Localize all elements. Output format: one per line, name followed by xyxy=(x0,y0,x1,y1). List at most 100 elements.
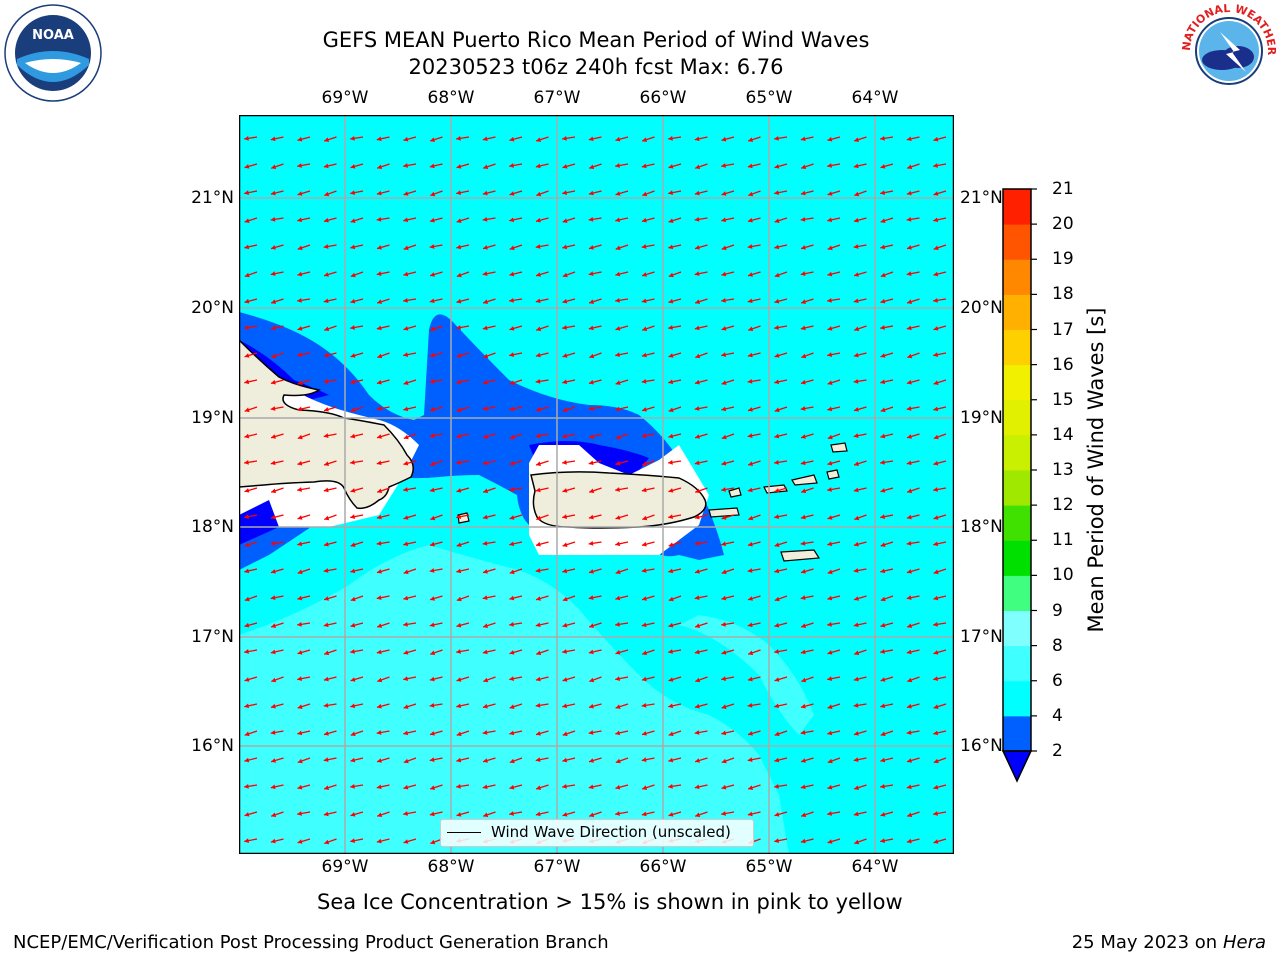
wave-arrow xyxy=(774,406,788,413)
wave-arrow xyxy=(456,459,470,465)
wave-arrow xyxy=(800,568,814,574)
wave-arrow xyxy=(827,433,841,440)
wave-arrow xyxy=(747,244,761,249)
wave-arrow xyxy=(376,460,390,466)
wave-arrow xyxy=(535,460,549,466)
wave-arrow xyxy=(747,784,761,790)
wave-arrow xyxy=(906,244,920,250)
wave-arrow xyxy=(376,244,390,250)
wave-arrow xyxy=(880,433,894,439)
wave-arrow xyxy=(694,379,708,385)
wave-arrow xyxy=(270,325,284,331)
wave-arrow xyxy=(562,325,576,330)
wave-arrow xyxy=(641,541,655,547)
wave-arrow xyxy=(482,433,496,439)
wave-arrow xyxy=(774,271,788,278)
wave-arrow xyxy=(853,406,867,412)
wave-arrow xyxy=(588,540,602,546)
sea-ice-note: Sea Ice Concentration > 15% is shown in … xyxy=(317,890,903,914)
wave-arrow xyxy=(297,757,311,764)
wave-arrow xyxy=(694,325,708,331)
wave-arrow xyxy=(853,352,867,358)
wave-arrow xyxy=(747,649,761,656)
wave-arrow xyxy=(906,379,920,385)
wave-arrow xyxy=(880,379,894,385)
wave-arrow xyxy=(535,271,549,277)
wave-arrow xyxy=(588,703,602,709)
wave-arrow xyxy=(403,757,417,764)
wave-arrow xyxy=(694,730,708,735)
wave-arrow xyxy=(403,352,417,357)
wave-arrow xyxy=(456,135,470,141)
wave-arrow xyxy=(588,136,602,142)
wave-arrow xyxy=(376,622,390,628)
wave-arrow xyxy=(721,621,735,627)
wave-arrow xyxy=(244,298,258,304)
wave-arrow xyxy=(535,487,549,493)
wave-arrow xyxy=(747,757,761,762)
wave-arrow xyxy=(244,811,258,817)
wave-arrow xyxy=(853,271,867,277)
wave-arrow xyxy=(509,703,523,709)
wave-arrow xyxy=(774,379,788,385)
lon-tick-top-66w: 66°W xyxy=(639,88,687,108)
wave-arrow xyxy=(429,460,443,466)
wave-arrow xyxy=(244,325,258,330)
lon-tick-bottom-65w: 65°W xyxy=(745,857,793,877)
wave-arrow xyxy=(535,325,549,332)
wave-arrow xyxy=(695,676,708,683)
wave-arrow xyxy=(403,217,417,223)
wave-arrow xyxy=(456,379,470,385)
wave-arrow xyxy=(641,784,655,790)
wave-arrow xyxy=(323,271,337,277)
wave-arrow xyxy=(615,190,629,196)
wave-arrow xyxy=(615,649,629,655)
wave-arrow xyxy=(244,190,258,195)
wave-arrow xyxy=(482,568,496,574)
colorbar-label: 10 xyxy=(1052,565,1074,586)
wave-arrow xyxy=(641,244,655,249)
wave-arrow xyxy=(774,487,788,493)
wave-arrow xyxy=(933,244,947,251)
wave-arrow xyxy=(906,540,920,546)
wave-arrow xyxy=(615,433,629,440)
wave-arrow xyxy=(615,514,629,520)
wave-arrow xyxy=(933,595,947,601)
wave-arrow xyxy=(800,757,814,763)
wave-arrow xyxy=(429,433,443,438)
wave-arrow xyxy=(270,784,284,790)
wave-arrow xyxy=(880,244,894,250)
wave-arrow xyxy=(377,352,390,359)
colorbar-segment xyxy=(1003,470,1031,506)
wave-arrow xyxy=(350,703,364,709)
wave-arrow xyxy=(562,163,576,169)
wave-arrow xyxy=(297,190,311,196)
wave-arrow xyxy=(482,216,496,222)
wave-arrow xyxy=(350,730,364,737)
wave-arrow xyxy=(800,838,814,844)
wave-arrow xyxy=(747,378,761,384)
wave-arrow xyxy=(376,703,390,709)
wave-arrow xyxy=(270,487,284,494)
wave-arrow xyxy=(376,838,390,844)
wave-arrow xyxy=(933,676,947,681)
wave-arrow xyxy=(403,514,417,520)
wave-arrow xyxy=(880,514,894,519)
wave-arrow xyxy=(827,487,841,492)
wave-arrow xyxy=(376,190,390,196)
wave-arrow xyxy=(721,811,735,816)
lon-tick-top-67w: 67°W xyxy=(533,88,581,108)
wave-arrow xyxy=(270,568,284,574)
wave-arrow xyxy=(323,702,337,708)
wave-arrow xyxy=(429,217,443,223)
wave-arrow xyxy=(403,244,417,251)
wave-arrow xyxy=(880,459,894,465)
wave-arrow xyxy=(403,676,417,681)
wave-arrow xyxy=(456,595,470,602)
wave-arrow xyxy=(588,216,602,222)
wave-arrow xyxy=(668,541,682,547)
wave-arrow xyxy=(800,460,814,466)
wave-arrow xyxy=(324,838,337,845)
wave-arrow xyxy=(747,811,761,817)
wave-arrow xyxy=(509,811,523,816)
